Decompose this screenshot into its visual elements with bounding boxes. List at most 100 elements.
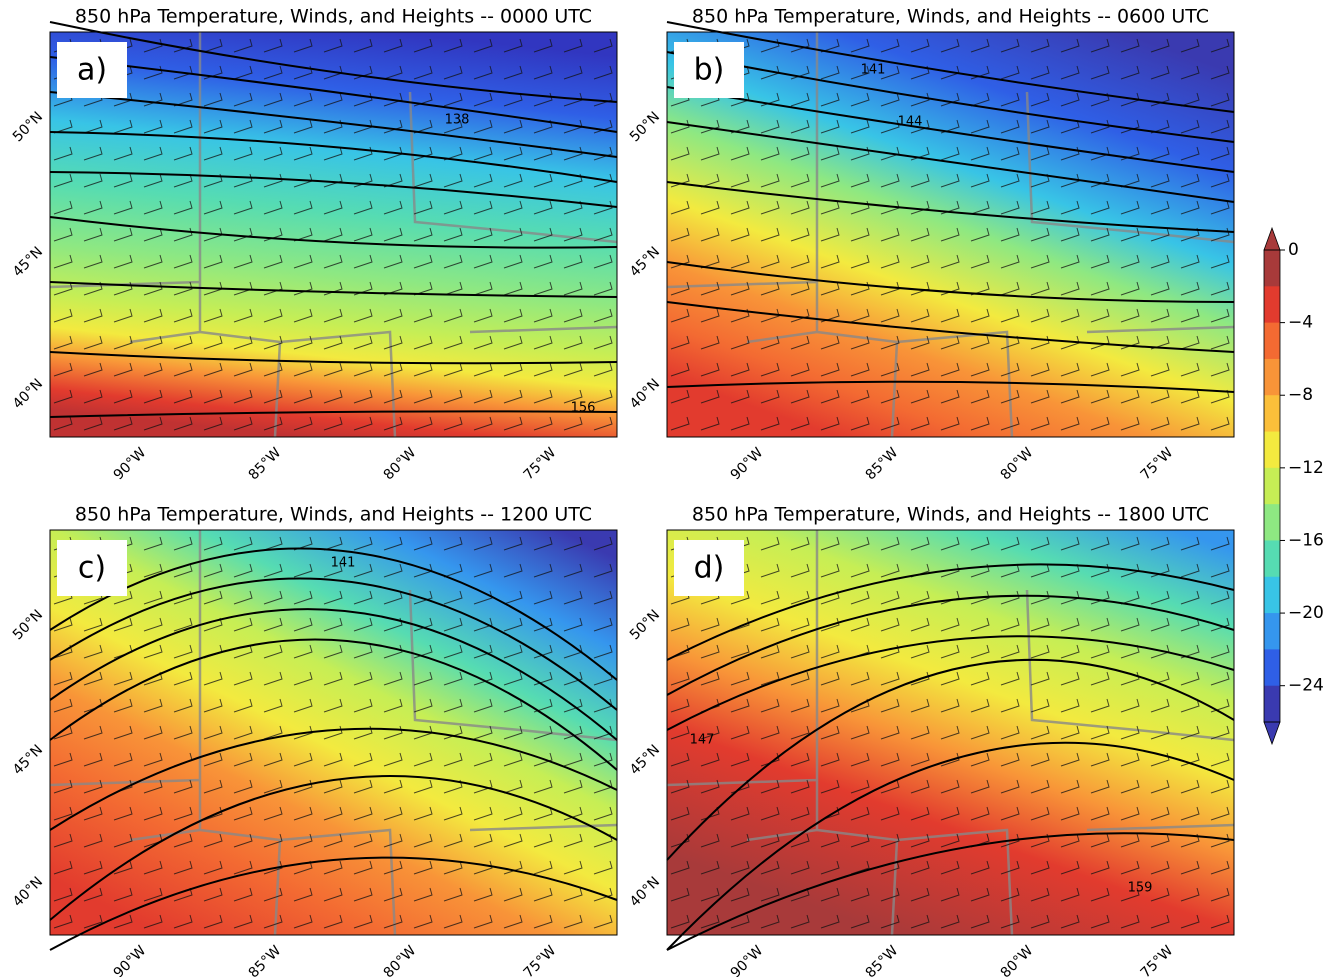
lat-label: 45°N: [10, 244, 46, 280]
height-contour: [666, 594, 1235, 696]
lat-label: 45°N: [627, 742, 663, 778]
height-contour: [666, 181, 1235, 233]
height-contour: [666, 635, 1235, 731]
height-contour: [49, 216, 618, 249]
lat-label: 40°N: [10, 874, 46, 910]
colorbar-tick-label: −4: [1288, 313, 1313, 333]
panel-label-box: [57, 42, 127, 98]
contour-label: 141: [861, 63, 886, 78]
map-panel: 141 c): [49, 529, 618, 951]
height-contour: [666, 261, 1235, 303]
height-contour: [49, 21, 618, 103]
panel-title: 850 hPa Temperature, Winds, and Heights …: [692, 6, 1209, 28]
height-contour: [49, 775, 618, 921]
height-contour: [49, 351, 618, 365]
colorbar-tick-label: −16: [1288, 530, 1324, 550]
panel-title: 850 hPa Temperature, Winds, and Heights …: [692, 504, 1209, 526]
panel-label-box: [674, 540, 744, 596]
colorbar-band: [1264, 649, 1280, 687]
contour-label: 147: [690, 733, 715, 748]
lon-label: 85°W: [246, 445, 285, 484]
colorbar-tick-label: −8: [1288, 385, 1313, 405]
height-contour: [49, 638, 618, 771]
lon-label: 80°W: [998, 445, 1037, 484]
wind-barbs: [50, 530, 617, 935]
height-contour: [49, 608, 618, 741]
contour-label: 156: [571, 401, 596, 416]
height-contour: [666, 380, 1235, 393]
lon-label: 90°W: [728, 445, 767, 484]
height-contour: [49, 171, 618, 208]
height-contour: [49, 856, 618, 951]
contour-label: 138: [445, 113, 470, 128]
colorbar-band: [1264, 504, 1280, 541]
lat-label: 45°N: [627, 244, 663, 280]
panel-title: 850 hPa Temperature, Winds, and Heights …: [75, 6, 592, 28]
colorbar-tick-label: 0: [1288, 240, 1299, 260]
colorbar-band: [1264, 431, 1280, 469]
wind-barbs: [667, 32, 1234, 437]
height-contour: [49, 281, 618, 298]
map-panel: 141 144 b): [666, 21, 1235, 438]
height-contour: [49, 131, 618, 183]
colorbar-band: [1264, 286, 1280, 324]
wind-barbs: [50, 32, 617, 437]
lon-label: 80°W: [381, 943, 420, 977]
lon-label: 75°W: [1138, 943, 1177, 977]
colorbar-tick-label: −12: [1288, 458, 1324, 478]
height-contour: [666, 51, 1235, 143]
lon-label: 80°W: [998, 943, 1037, 977]
lon-label: 90°W: [111, 445, 150, 484]
height-contour: [666, 21, 1235, 113]
panel-frame: [49, 31, 618, 438]
height-contour: [666, 301, 1235, 353]
wind-barbs: [667, 530, 1234, 935]
height-contour: [666, 741, 1235, 951]
panel-label-box: [674, 42, 744, 98]
lon-label: 75°W: [521, 943, 560, 977]
contour-label: 141: [331, 556, 356, 571]
colorbar-band: [1264, 467, 1280, 505]
contour-label: 144: [898, 115, 923, 130]
colorbar-band: [1264, 540, 1280, 578]
height-contour: [49, 410, 618, 418]
lon-label: 80°W: [381, 445, 420, 484]
height-contour: [49, 727, 618, 831]
panel-label: a): [77, 53, 107, 88]
lon-label: 85°W: [863, 943, 902, 977]
colorbar-tick-label: −24: [1288, 676, 1324, 696]
panel-label-box: [57, 540, 127, 596]
height-contour: [49, 547, 618, 681]
panel-frame: [666, 31, 1235, 438]
lon-label: 90°W: [111, 943, 150, 977]
map-panel: 138 156 a): [49, 21, 618, 438]
height-contour: [666, 832, 1235, 951]
lat-label: 45°N: [10, 742, 46, 778]
panel-label: b): [694, 53, 725, 88]
lat-label: 50°N: [10, 109, 46, 145]
lon-label: 85°W: [246, 943, 285, 977]
colorbar-frame: [1263, 249, 1281, 723]
colorbar-extend-top: [1263, 226, 1281, 251]
height-contour: [666, 658, 1235, 861]
panel-frame: [666, 529, 1235, 936]
colorbar-band: [1264, 576, 1280, 614]
contour-label: 159: [1128, 881, 1153, 896]
panel-label: c): [78, 551, 106, 586]
panel-label: d): [694, 551, 725, 586]
lon-label: 85°W: [863, 445, 902, 484]
height-contour: [666, 121, 1235, 203]
height-contour: [49, 91, 618, 158]
height-contour: [49, 56, 618, 133]
colorbar-band: [1264, 685, 1280, 723]
map-panel: 147 159 d): [666, 529, 1235, 951]
lat-label: 50°N: [627, 607, 663, 643]
colorbar-extend-bottom: [1263, 721, 1281, 746]
lat-label: 40°N: [10, 376, 46, 412]
colorbar-band: [1264, 395, 1280, 433]
colorbar-tick-label: −20: [1288, 603, 1324, 623]
lat-label: 40°N: [627, 874, 663, 910]
colorbar-band: [1264, 358, 1280, 396]
panel-title: 850 hPa Temperature, Winds, and Heights …: [75, 504, 592, 526]
